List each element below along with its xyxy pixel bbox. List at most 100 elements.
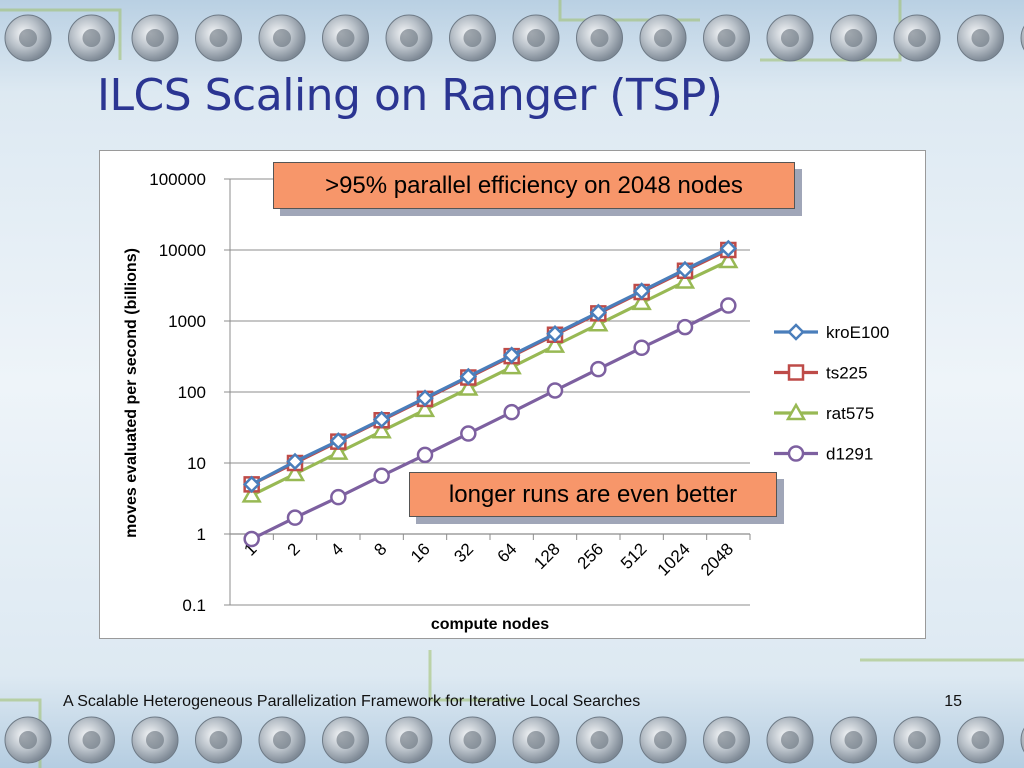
x-tick-label: 64 (494, 539, 521, 566)
circuit-pad-hole (400, 731, 418, 749)
data-point-rat575 (501, 356, 522, 375)
axes (229, 179, 751, 605)
legend-item-kroE100: kroE100 (774, 323, 889, 342)
y-tick-label: 10 (187, 454, 206, 473)
circuit-pad (1020, 25, 1024, 51)
data-point-kroE100 (286, 452, 304, 471)
data-point-d1291 (286, 509, 304, 526)
series-line-kroE100 (250, 247, 730, 486)
legend-label: ts225 (826, 364, 868, 383)
circuit-pad-hole (590, 731, 609, 749)
data-point-kroE100 (589, 303, 608, 322)
circuit-pad-hole (400, 29, 418, 47)
circuit-pad-hole (971, 29, 990, 47)
circuit-pad-hole (146, 29, 164, 47)
y-tick-label: 1 (197, 525, 206, 544)
data-point-kroE100 (416, 389, 434, 407)
data-point-d1291 (460, 425, 477, 442)
data-point-kroE100 (719, 239, 738, 258)
circuit-pad-hole (717, 731, 736, 749)
data-point-kroE100 (546, 325, 564, 343)
circuit-pad-hole (527, 29, 545, 47)
y-tick-label: 100000 (149, 170, 206, 189)
circuit-pad-hole (209, 731, 228, 749)
circuit-pad-hole (463, 731, 482, 749)
x-tick-label: 512 (617, 539, 650, 572)
circuit-pad-hole (781, 731, 799, 749)
circuit-pad-hole (908, 731, 926, 749)
data-point-d1291 (416, 446, 434, 464)
y-tick-label: 0.1 (182, 596, 206, 615)
legend-marker (787, 364, 805, 381)
y-tick-labels: 100000 10000 1000 100 10 1 0.1 (149, 170, 206, 615)
circuit-pad-hole (273, 731, 291, 749)
data-point-d1291 (243, 530, 260, 548)
circuit-pad-hole (146, 731, 164, 749)
data-point-d1291 (590, 360, 607, 378)
data-point-rat575 (241, 484, 262, 503)
legend-marker (787, 445, 805, 462)
legend: kroE100 ts225 rat575 d1291 (774, 323, 889, 464)
data-point-rat575 (631, 292, 652, 311)
series-kroE100 (242, 239, 738, 494)
data-point-rat575 (544, 335, 566, 353)
legend-item-rat575: rat575 (774, 402, 874, 423)
data-point-kroE100 (632, 282, 651, 300)
data-point-rat575 (284, 463, 306, 482)
x-tick-label: 4 (327, 539, 347, 559)
data-point-kroE100 (329, 432, 348, 450)
data-point-rat575 (414, 399, 436, 418)
x-tick-label: 256 (574, 539, 607, 572)
circuit-pad-hole (908, 29, 926, 47)
data-point-d1291 (330, 488, 347, 506)
x-axis-label: compute nodes (431, 616, 549, 633)
y-tick-label: 10000 (159, 241, 206, 260)
x-tick-label: 32 (450, 539, 477, 566)
series-lines (241, 239, 739, 548)
y-tick-label: 100 (178, 383, 206, 402)
slide-title: ILCS Scaling on Ranger (TSP) (97, 70, 723, 121)
legend-item-d1291: d1291 (774, 445, 873, 464)
data-point-d1291 (720, 297, 737, 314)
circuit-pad-hole (82, 731, 101, 749)
circuit-pad-hole (336, 731, 355, 749)
circuit-pad-hole (590, 29, 609, 47)
gridlines (224, 178, 750, 606)
page-number: 15 (944, 693, 962, 710)
x-tick-label: 16 (407, 539, 434, 566)
legend-label: kroE100 (826, 323, 889, 342)
efficiency-callout: >95% parallel efficiency on 2048 nodes (273, 162, 795, 209)
circuit-pad-hole (717, 29, 736, 47)
circuit-pad-hole (19, 731, 37, 749)
legend-marker (787, 323, 805, 341)
circuit-pad-hole (82, 29, 101, 47)
legend-marker (785, 402, 807, 421)
data-point-kroE100 (676, 260, 694, 279)
circuit-pad-hole (654, 29, 672, 47)
circuit-pad-hole (209, 29, 228, 47)
longer-runs-callout: longer runs are even better (409, 472, 777, 517)
circuit-pad-hole (654, 731, 672, 749)
x-tick-label: 1024 (654, 539, 694, 579)
footer-text: A Scalable Heterogeneous Parallelization… (63, 693, 641, 710)
y-axis-label: moves evaluated per second (billions) (123, 248, 140, 538)
data-point-d1291 (676, 318, 694, 336)
data-point-d1291 (373, 467, 390, 485)
circuit-pad-hole (527, 731, 545, 749)
data-point-rat575 (674, 270, 696, 289)
legend-label: rat575 (826, 404, 874, 423)
y-tick-label: 1000 (168, 312, 206, 331)
circuit-pad-hole (844, 731, 863, 749)
x-tick-label: 128 (530, 539, 563, 572)
circuit-pad-hole (463, 29, 482, 47)
x-tick-label: 2 (284, 539, 304, 559)
series-line-rat575 (250, 259, 730, 497)
data-point-d1291 (503, 403, 520, 421)
circuit-pad-hole (19, 29, 37, 47)
data-point-rat575 (328, 442, 349, 460)
circuit-pad-hole (336, 29, 355, 47)
x-tick-label: 2048 (697, 539, 737, 579)
circuit-pad-hole (273, 29, 291, 47)
x-tick-labels: 1 2 4 8 16 32 64 128 256 512 1024 2048 (240, 539, 737, 579)
